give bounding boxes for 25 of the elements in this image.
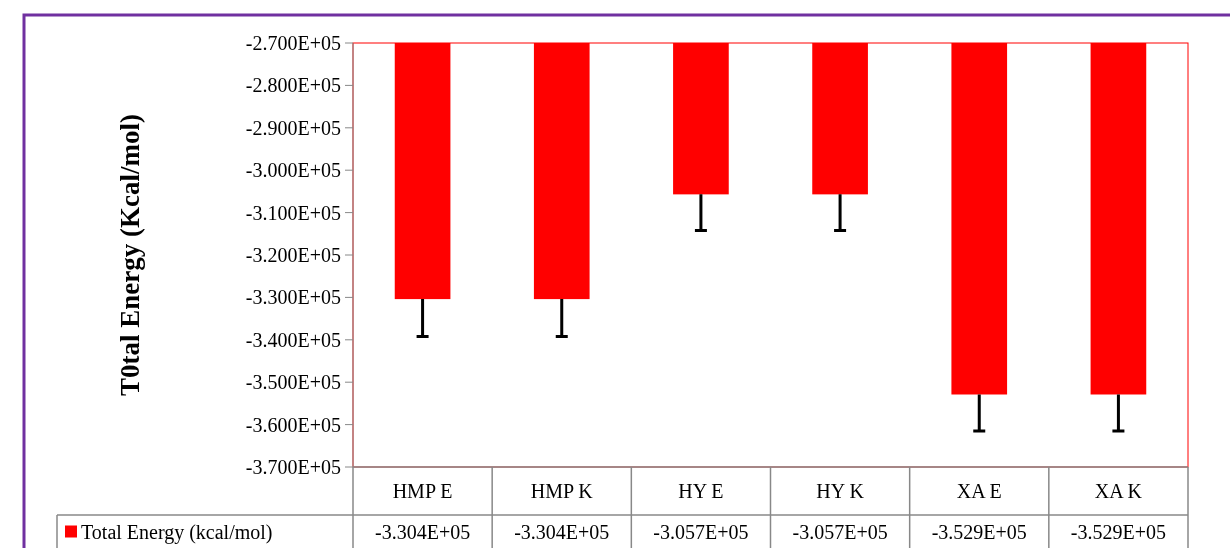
y-tick-label: -2.700E+05 bbox=[245, 32, 341, 54]
x-tick-label: XA E bbox=[956, 480, 1002, 502]
y-axis-title: T0tal Energy (Kcal/mol) bbox=[115, 114, 146, 396]
x-tick-label: XA K bbox=[1094, 480, 1143, 502]
x-tick-label: HY E bbox=[678, 480, 724, 502]
y-tick-label: -3.600E+05 bbox=[245, 413, 341, 436]
data-label: -3.057E+05 bbox=[653, 520, 749, 543]
y-tick-label: -2.800E+05 bbox=[245, 74, 341, 97]
data-label: -3.304E+05 bbox=[375, 520, 471, 543]
y-tick-label: -3.200E+05 bbox=[245, 244, 341, 266]
y-tick-label: -3.400E+05 bbox=[245, 328, 341, 351]
legend-label: Total Energy (kcal/mol) bbox=[81, 520, 273, 544]
data-label: -3.529E+05 bbox=[931, 520, 1027, 543]
data-label: -3.529E+05 bbox=[1070, 520, 1166, 543]
y-tick-label: -2.900E+05 bbox=[245, 116, 341, 139]
x-tick-label: HMP E bbox=[392, 480, 453, 502]
y-tick-label: -3.000E+05 bbox=[245, 159, 341, 182]
y-tick-label: -3.100E+05 bbox=[245, 201, 341, 224]
y-tick-label: -3.300E+05 bbox=[245, 286, 341, 309]
x-tick-label: HMP K bbox=[530, 480, 594, 502]
x-tick-label: HY K bbox=[816, 480, 865, 502]
data-label: -3.304E+05 bbox=[514, 520, 610, 543]
y-tick-label: -3.500E+05 bbox=[245, 371, 341, 394]
data-label: -3.057E+05 bbox=[792, 520, 888, 543]
y-tick-label: -3.700E+05 bbox=[245, 456, 341, 478]
